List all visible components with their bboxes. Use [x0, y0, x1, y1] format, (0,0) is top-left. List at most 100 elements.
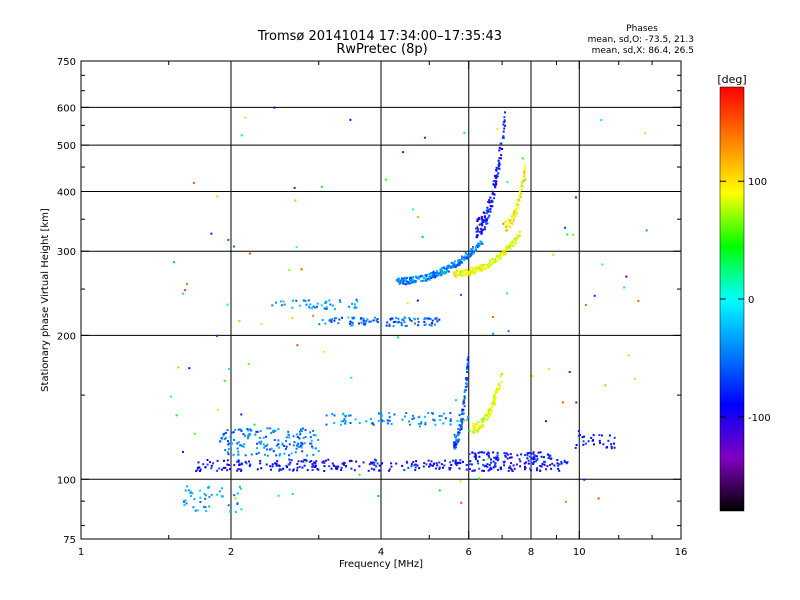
echo-point — [483, 226, 486, 229]
echo-point — [464, 268, 467, 271]
echo-point — [360, 321, 363, 324]
echo-point — [416, 299, 419, 302]
echo-point — [515, 203, 518, 206]
echo-point — [483, 212, 486, 214]
echo-point — [493, 456, 496, 459]
echo-point — [237, 459, 240, 462]
echo-point — [221, 468, 223, 471]
echo-point — [300, 460, 303, 463]
echo-point — [587, 440, 590, 443]
echo-point — [265, 463, 268, 466]
echo-point — [440, 415, 443, 418]
echo-point — [340, 466, 343, 469]
echo-point — [259, 459, 262, 462]
echo-point — [492, 460, 495, 463]
echo-point — [341, 316, 343, 319]
echo-point — [462, 402, 465, 404]
colorbar-tick-label: 0 — [748, 295, 754, 306]
echo-point — [581, 436, 584, 439]
echo-point — [250, 429, 253, 432]
echo-point — [210, 232, 213, 235]
echo-point — [241, 444, 243, 447]
echo-point — [522, 171, 525, 174]
echo-point — [354, 306, 357, 308]
echo-point — [278, 446, 281, 449]
echo-point — [493, 394, 496, 396]
echo-point — [532, 452, 535, 455]
echo-point — [232, 431, 235, 434]
echo-point — [223, 459, 225, 462]
echo-point — [376, 318, 379, 320]
echo-point — [604, 384, 607, 387]
echo-point — [185, 502, 188, 505]
echo-point — [498, 149, 501, 152]
echo-point — [438, 318, 441, 321]
echo-point — [301, 466, 304, 469]
echo-point — [487, 413, 490, 416]
axis-ticks: 1 2 4 6 8 10 16 75 100 200 300 400 500 600 750 — [57, 57, 687, 558]
echo-point — [238, 320, 241, 323]
echo-point — [521, 185, 524, 188]
echo-point — [513, 212, 515, 215]
echo-point — [290, 459, 293, 462]
echo-point — [415, 460, 418, 463]
echo-point — [310, 442, 313, 445]
echo-point — [417, 275, 420, 278]
echo-point — [206, 463, 209, 466]
echo-point — [489, 414, 492, 417]
echo-point — [480, 241, 483, 243]
echo-point — [463, 269, 466, 272]
echo-point — [428, 273, 431, 275]
echo-point — [262, 436, 265, 439]
echo-point — [414, 275, 417, 278]
echo-point — [275, 462, 278, 465]
echo-point — [449, 423, 452, 426]
echo-point — [380, 414, 383, 417]
echo-point — [427, 459, 430, 462]
echo-point — [509, 247, 512, 250]
x-tick-label: 1 — [78, 547, 84, 558]
echo-point — [412, 281, 415, 284]
echo-point — [504, 229, 507, 232]
echo-point — [229, 437, 232, 440]
echo-point — [339, 301, 342, 304]
echo-point — [254, 433, 257, 436]
echo-point — [477, 462, 480, 465]
x-axis-label: Frequency [MHz] — [339, 559, 423, 570]
echo-point — [368, 463, 371, 466]
echo-point — [496, 260, 498, 263]
echo-point — [516, 199, 519, 202]
echo-point — [428, 323, 431, 326]
echo-point — [375, 459, 377, 462]
echo-point — [271, 463, 274, 466]
echo-point — [496, 454, 499, 457]
echo-point — [375, 465, 378, 468]
echo-point — [275, 301, 278, 304]
echo-point — [497, 255, 500, 258]
echo-point — [342, 461, 345, 464]
echo-point — [482, 459, 485, 461]
echo-point — [524, 465, 526, 468]
echo-point — [531, 375, 534, 378]
echo-point — [244, 116, 247, 119]
echo-point — [314, 464, 317, 467]
echo-point — [511, 470, 514, 472]
echo-point — [410, 319, 413, 322]
echo-point — [466, 254, 469, 257]
echo-point — [435, 462, 438, 465]
echo-point — [479, 264, 482, 267]
echo-point — [236, 492, 239, 495]
echo-point — [314, 447, 317, 450]
echo-point — [637, 299, 640, 302]
echo-point — [593, 443, 595, 446]
echo-point — [506, 224, 508, 227]
echo-point — [497, 172, 500, 175]
echo-point — [309, 431, 312, 434]
echo-point — [505, 252, 508, 255]
echo-point — [492, 398, 495, 401]
echo-point — [485, 212, 488, 215]
echo-point — [449, 461, 452, 464]
echo-point — [533, 458, 536, 460]
echo-point — [404, 316, 407, 319]
echo-point — [388, 468, 391, 471]
